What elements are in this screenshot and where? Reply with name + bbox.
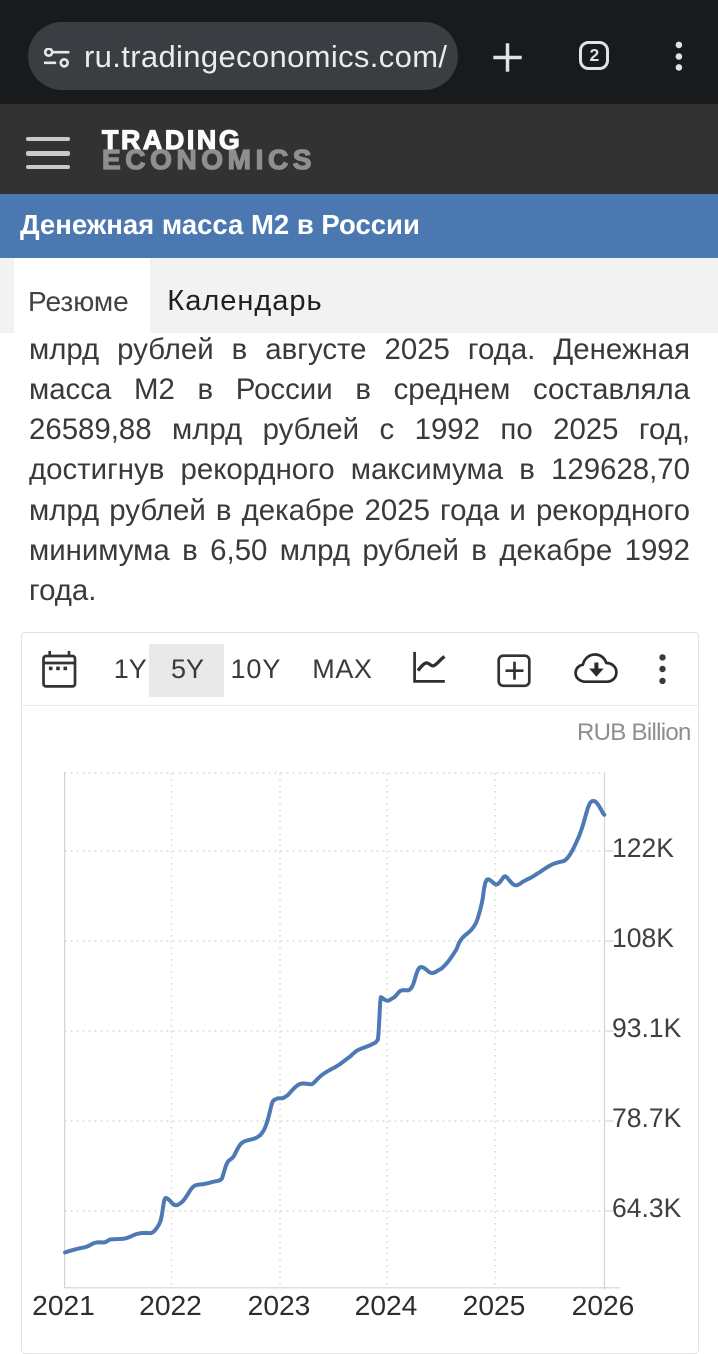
- svg-text:2023: 2023: [248, 1289, 311, 1321]
- svg-text:108K: 108K: [612, 923, 674, 953]
- svg-text:2026: 2026: [572, 1289, 635, 1321]
- svg-text:2025: 2025: [463, 1289, 526, 1321]
- svg-text:2022: 2022: [139, 1289, 202, 1321]
- svg-text:2021: 2021: [32, 1289, 95, 1321]
- svg-text:64.3K: 64.3K: [612, 1193, 682, 1223]
- svg-text:122K: 122K: [612, 833, 674, 863]
- svg-text:2024: 2024: [355, 1289, 418, 1321]
- svg-text:78.7K: 78.7K: [612, 1103, 682, 1133]
- svg-text:93.1K: 93.1K: [612, 1013, 682, 1043]
